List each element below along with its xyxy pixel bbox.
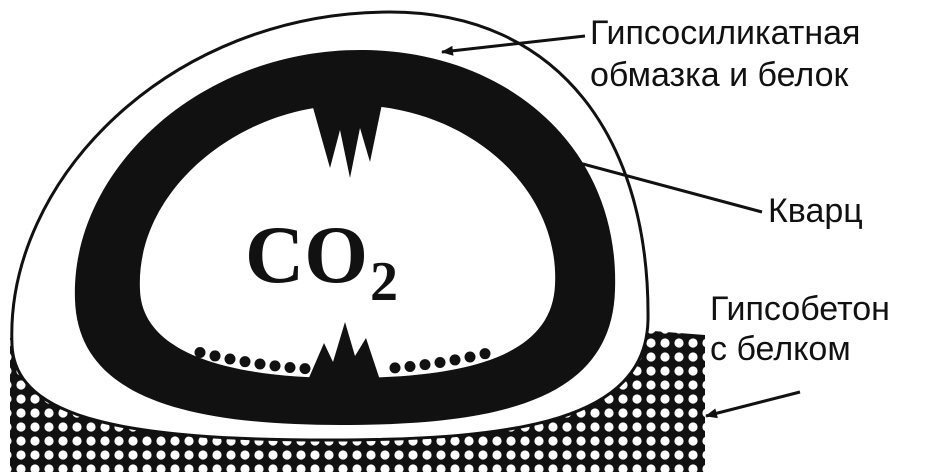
bead bbox=[285, 362, 296, 373]
arrow bbox=[706, 392, 800, 416]
bead bbox=[255, 358, 266, 369]
coating-label: Гипсосиликатная bbox=[590, 14, 860, 52]
bead bbox=[450, 354, 461, 365]
bead bbox=[240, 356, 251, 367]
bead bbox=[195, 347, 206, 358]
gas-subscript: 2 bbox=[370, 251, 398, 313]
bead bbox=[270, 360, 281, 371]
bead bbox=[225, 353, 236, 364]
concrete-label: с белком bbox=[710, 330, 851, 368]
gas-formula: CO bbox=[245, 209, 368, 300]
bead bbox=[465, 351, 476, 362]
bead bbox=[435, 357, 446, 368]
quartz-label: Кварц bbox=[768, 192, 863, 230]
page: CO 2 Гипсосиликатная обмазка и белок Ква… bbox=[0, 0, 946, 472]
concrete-label: Гипсобетон bbox=[710, 290, 890, 328]
bead bbox=[420, 359, 431, 370]
bead bbox=[480, 348, 491, 359]
bead bbox=[405, 361, 416, 372]
diagram: CO 2 Гипсосиликатная обмазка и белок Ква… bbox=[0, 0, 946, 472]
bead bbox=[390, 362, 401, 373]
coating-label: обмазка и белок bbox=[590, 56, 850, 94]
bead bbox=[210, 350, 221, 361]
bead bbox=[300, 363, 311, 374]
